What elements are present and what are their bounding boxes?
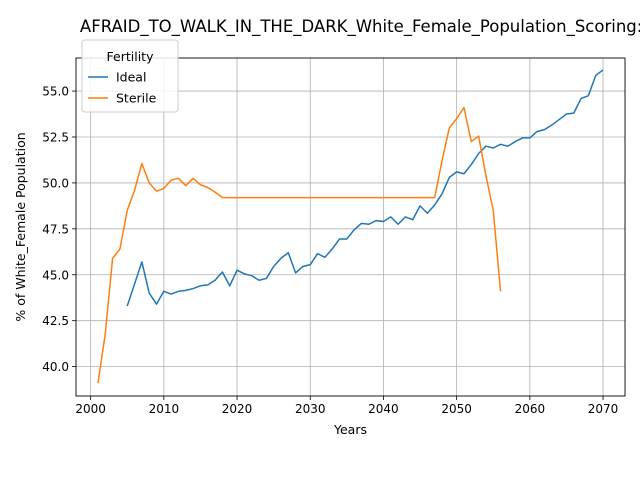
x-axis-label: Years [333,422,367,437]
y-axis-label: % of White_Female Population [13,132,28,321]
y-tick-label: 42.5 [42,314,69,328]
y-tick-label: 47.5 [42,222,69,236]
y-tick-label: 52.5 [42,130,69,144]
legend: Fertility Ideal Sterile [81,39,179,113]
x-tick-label: 2070 [588,402,619,416]
legend-label-sterile: Sterile [116,91,157,106]
x-tick-label: 2000 [75,402,106,416]
axis-ticks: 2000 2010 2020 2030 2040 2050 2060 2070 40.0 42.5… [42,85,618,416]
x-tick-label: 2030 [295,402,326,416]
x-tick-label: 2060 [515,402,546,416]
x-tick-label: 2040 [368,402,399,416]
x-tick-label: 2050 [441,402,472,416]
series-line-ideal [126,69,604,307]
plot-area-frame [75,57,626,397]
legend-title: Fertility [107,49,155,64]
legend-label-ideal: Ideal [116,70,146,85]
legend-box [81,39,179,113]
y-tick-label: 50.0 [42,176,69,190]
y-tick-label: 40.0 [42,360,69,374]
grid-lines [76,58,625,396]
chart-title: AFRAID_TO_WALK_IN_THE_DARK_White_Female_… [80,17,640,37]
y-tick-label: 55.0 [42,85,69,99]
series-lines [97,69,604,384]
x-tick-label: 2020 [222,402,253,416]
x-tick-label: 2010 [149,402,180,416]
series-line-sterile [97,106,502,384]
y-tick-label: 45.0 [42,268,69,282]
